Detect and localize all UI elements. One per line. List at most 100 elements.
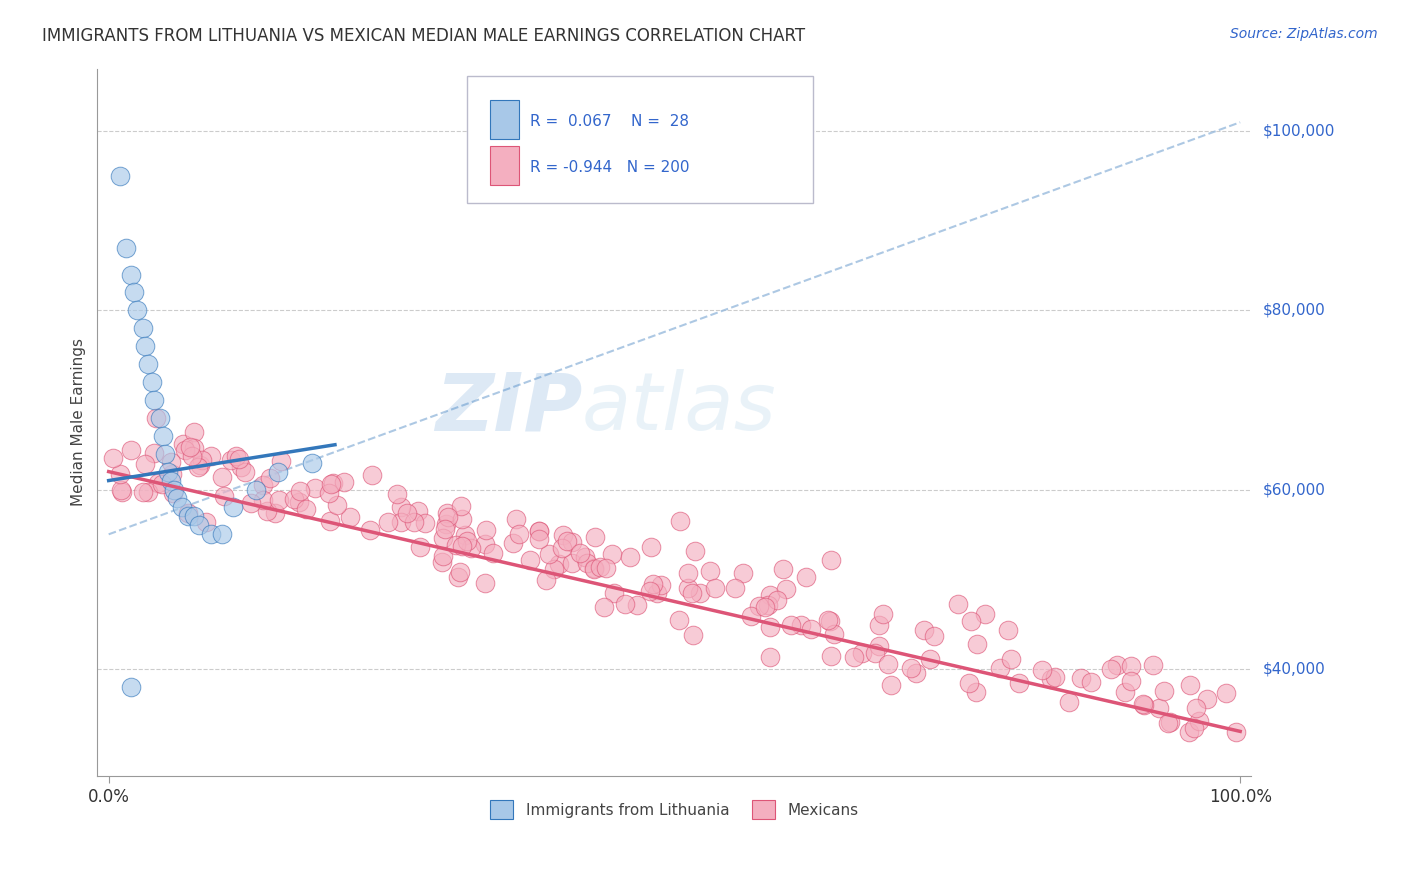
Point — [295, 502, 318, 516]
Point — [1105, 657, 1128, 672]
Point — [592, 599, 614, 614]
Point — [134, 457, 156, 471]
Point — [183, 425, 205, 439]
Point — [766, 593, 789, 607]
Point — [131, 321, 153, 335]
Point — [409, 541, 432, 555]
Point — [650, 578, 672, 592]
FancyBboxPatch shape — [489, 101, 519, 139]
Point — [225, 449, 247, 463]
Point — [1157, 715, 1180, 730]
Point — [152, 429, 174, 443]
Point — [318, 486, 340, 500]
Point — [1142, 657, 1164, 672]
Point — [239, 496, 262, 510]
Text: $100,000: $100,000 — [1263, 124, 1336, 139]
Point — [333, 475, 356, 489]
Point — [820, 553, 842, 567]
Point — [474, 537, 496, 551]
Point — [948, 598, 970, 612]
Point — [188, 518, 211, 533]
Text: Source: ZipAtlas.com: Source: ZipAtlas.com — [1230, 27, 1378, 41]
Point — [681, 586, 703, 600]
Point — [912, 623, 935, 637]
Point — [818, 614, 841, 628]
Point — [640, 540, 662, 554]
Point — [1114, 685, 1136, 699]
Point — [160, 474, 183, 488]
Point — [413, 516, 436, 530]
Point — [614, 597, 637, 611]
Point — [724, 581, 747, 595]
Point — [1178, 677, 1201, 691]
Point — [436, 510, 458, 524]
Point — [436, 506, 458, 520]
Point — [339, 510, 361, 524]
Point — [181, 450, 204, 464]
Point — [900, 661, 922, 675]
Point — [110, 483, 132, 497]
Point — [125, 303, 148, 318]
Point — [1121, 674, 1143, 689]
Point — [186, 460, 208, 475]
Point — [114, 241, 136, 255]
Point — [551, 541, 574, 555]
Point — [200, 527, 222, 541]
Point — [868, 617, 890, 632]
Point — [997, 623, 1019, 637]
Point — [502, 535, 524, 549]
Point — [108, 467, 131, 482]
Point — [775, 582, 797, 597]
Point — [1000, 652, 1022, 666]
Point — [529, 524, 551, 538]
Text: IMMIGRANTS FROM LITHUANIA VS MEXICAN MEDIAN MALE EARNINGS CORRELATION CHART: IMMIGRANTS FROM LITHUANIA VS MEXICAN MED… — [42, 27, 806, 45]
Point — [360, 468, 382, 483]
Point — [322, 476, 344, 491]
Point — [863, 647, 886, 661]
Point — [141, 375, 163, 389]
Point — [389, 515, 412, 529]
Point — [447, 569, 470, 583]
Point — [387, 487, 409, 501]
Point — [780, 618, 803, 632]
Point — [256, 504, 278, 518]
Point — [108, 169, 131, 183]
Point — [640, 584, 662, 599]
Point — [122, 285, 145, 300]
Point — [475, 523, 498, 537]
Point — [574, 549, 596, 564]
Point — [699, 564, 721, 578]
Point — [162, 485, 184, 500]
Point — [211, 470, 233, 484]
Point — [166, 491, 188, 506]
Point — [434, 517, 457, 532]
Point — [534, 574, 557, 588]
Point — [172, 436, 194, 450]
Point — [1099, 663, 1122, 677]
Point — [1225, 724, 1247, 739]
Point — [252, 478, 274, 492]
Point — [149, 410, 172, 425]
Point — [669, 514, 692, 528]
Point — [543, 562, 565, 576]
Point — [163, 483, 186, 497]
Point — [905, 665, 928, 680]
Point — [200, 449, 222, 463]
Point — [800, 622, 823, 636]
Point — [172, 500, 194, 515]
Point — [259, 471, 281, 485]
Point — [1121, 658, 1143, 673]
Point — [600, 547, 623, 561]
Point — [1132, 698, 1154, 712]
Text: R = -0.944   N = 200: R = -0.944 N = 200 — [530, 160, 690, 175]
Point — [229, 460, 252, 475]
Point — [794, 569, 817, 583]
Point — [270, 453, 292, 467]
Point — [454, 528, 477, 542]
Point — [988, 661, 1011, 675]
Point — [433, 523, 456, 537]
Point — [142, 392, 165, 407]
Point — [582, 562, 605, 576]
Point — [301, 456, 323, 470]
Point — [1185, 701, 1208, 715]
